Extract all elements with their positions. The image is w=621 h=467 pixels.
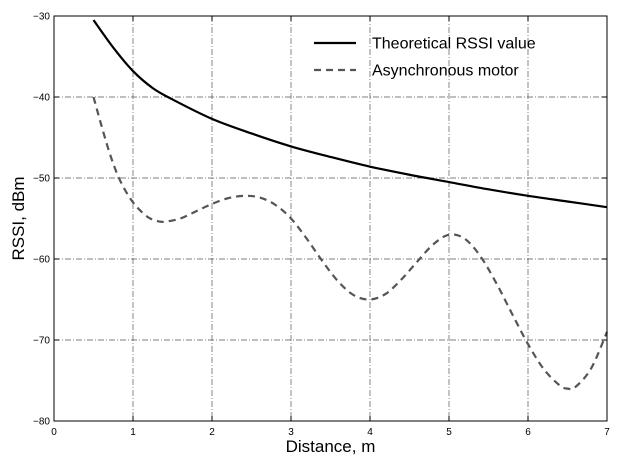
- series-line-0: [92, 19, 608, 209]
- y-tick-label-5: −30: [33, 12, 50, 23]
- y-tick-label-0: −80: [33, 417, 50, 428]
- tick-layer: 0 1 2 3 4 5 6 7 −80 −70 −60 −50 −40 −30: [33, 12, 610, 439]
- series-line-1: [92, 96, 609, 391]
- legend: Theoretical RSSI value Asynchronous motor: [314, 36, 536, 80]
- x-tick-label-4: 4: [367, 427, 373, 438]
- plot-frame: [53, 15, 608, 422]
- x-axis-title: Distance, m: [286, 437, 376, 456]
- legend-label-0: Theoretical RSSI value: [372, 36, 536, 53]
- y-tick-label-4: −40: [33, 93, 50, 104]
- series-layer: [92, 19, 609, 391]
- x-tick-label-2: 2: [209, 427, 215, 438]
- x-tick-label-5: 5: [446, 427, 452, 438]
- y-axis-title: RSSI, dBm: [9, 176, 28, 260]
- y-tick-label-1: −70: [33, 336, 50, 347]
- x-tick-label-7: 7: [604, 427, 610, 438]
- x-tick-label-1: 1: [130, 427, 136, 438]
- y-tick-label-3: −50: [33, 174, 50, 185]
- grid: [54, 16, 607, 421]
- y-tick-label-2: −60: [33, 255, 50, 266]
- legend-label-1: Asynchronous motor: [372, 63, 519, 80]
- x-tick-label-3: 3: [288, 427, 294, 438]
- x-tick-label-6: 6: [525, 427, 531, 438]
- x-tick-label-0: 0: [51, 427, 57, 438]
